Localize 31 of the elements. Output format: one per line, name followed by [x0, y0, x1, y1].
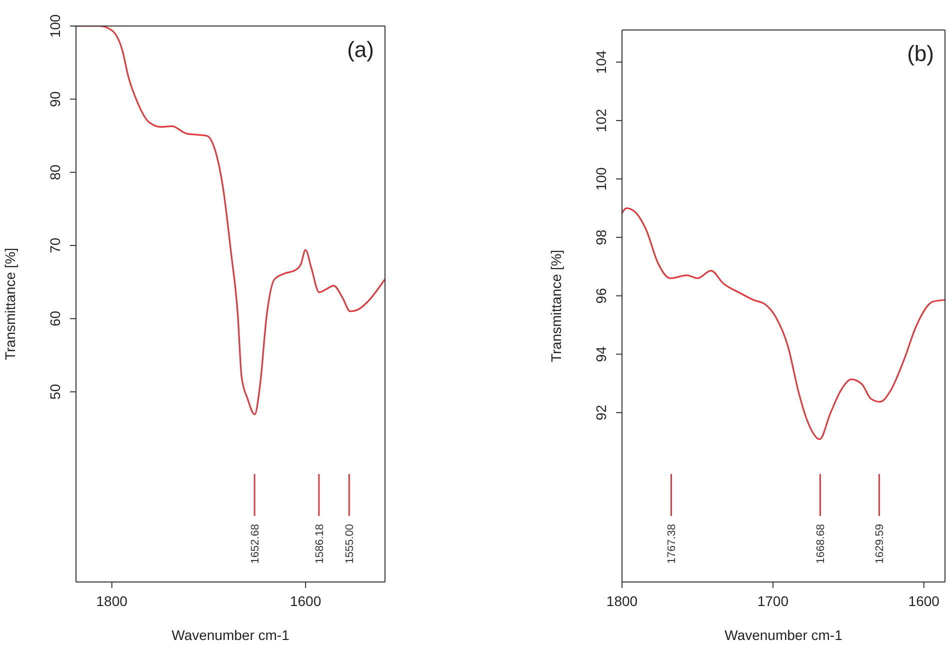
y-tick-label: 98: [593, 229, 609, 246]
x-tick-label: 1700: [757, 593, 789, 609]
x-tick-label: 1600: [908, 593, 940, 609]
x-axis-title: Wavenumber cm-1: [172, 627, 290, 643]
y-tick-label: 50: [47, 384, 63, 400]
y-tick-label: 100: [593, 167, 609, 191]
y-tick-label: 94: [593, 346, 609, 362]
ref-line-label: 1555.00: [344, 524, 356, 564]
text: (a): [347, 37, 374, 63]
ref-line-label: 1586.18: [314, 524, 326, 564]
y-axis-title: Transmittance [%]: [548, 250, 564, 362]
x-tick-label: 1800: [606, 593, 638, 609]
y-tick-label: 90: [47, 91, 63, 107]
ref-line-label: 1767.38: [666, 524, 678, 564]
y-tick-label: 102: [593, 108, 609, 132]
x-tick-label: 1600: [290, 593, 322, 609]
y-tick-label: 92: [593, 404, 609, 420]
line-series: [622, 207, 945, 440]
text: (b): [907, 41, 934, 67]
ref-line-label: 1629.59: [874, 524, 886, 564]
ref-line-label: 1652.68: [250, 524, 262, 564]
y-tick-label: 60: [47, 310, 63, 326]
x-tick-label: 1800: [96, 593, 128, 609]
y-tick-label: 104: [593, 50, 609, 74]
y-tick-label: 70: [47, 237, 63, 254]
y-tick-label: 96: [593, 288, 609, 304]
x-axis-title: Wavenumber cm-1: [724, 627, 843, 643]
y-tick-label: 100: [47, 14, 63, 38]
y-axis-title: Transmittance [%]: [2, 248, 18, 360]
ref-line-label: 1668.68: [815, 524, 828, 564]
y-tick-label: 80: [47, 164, 63, 180]
